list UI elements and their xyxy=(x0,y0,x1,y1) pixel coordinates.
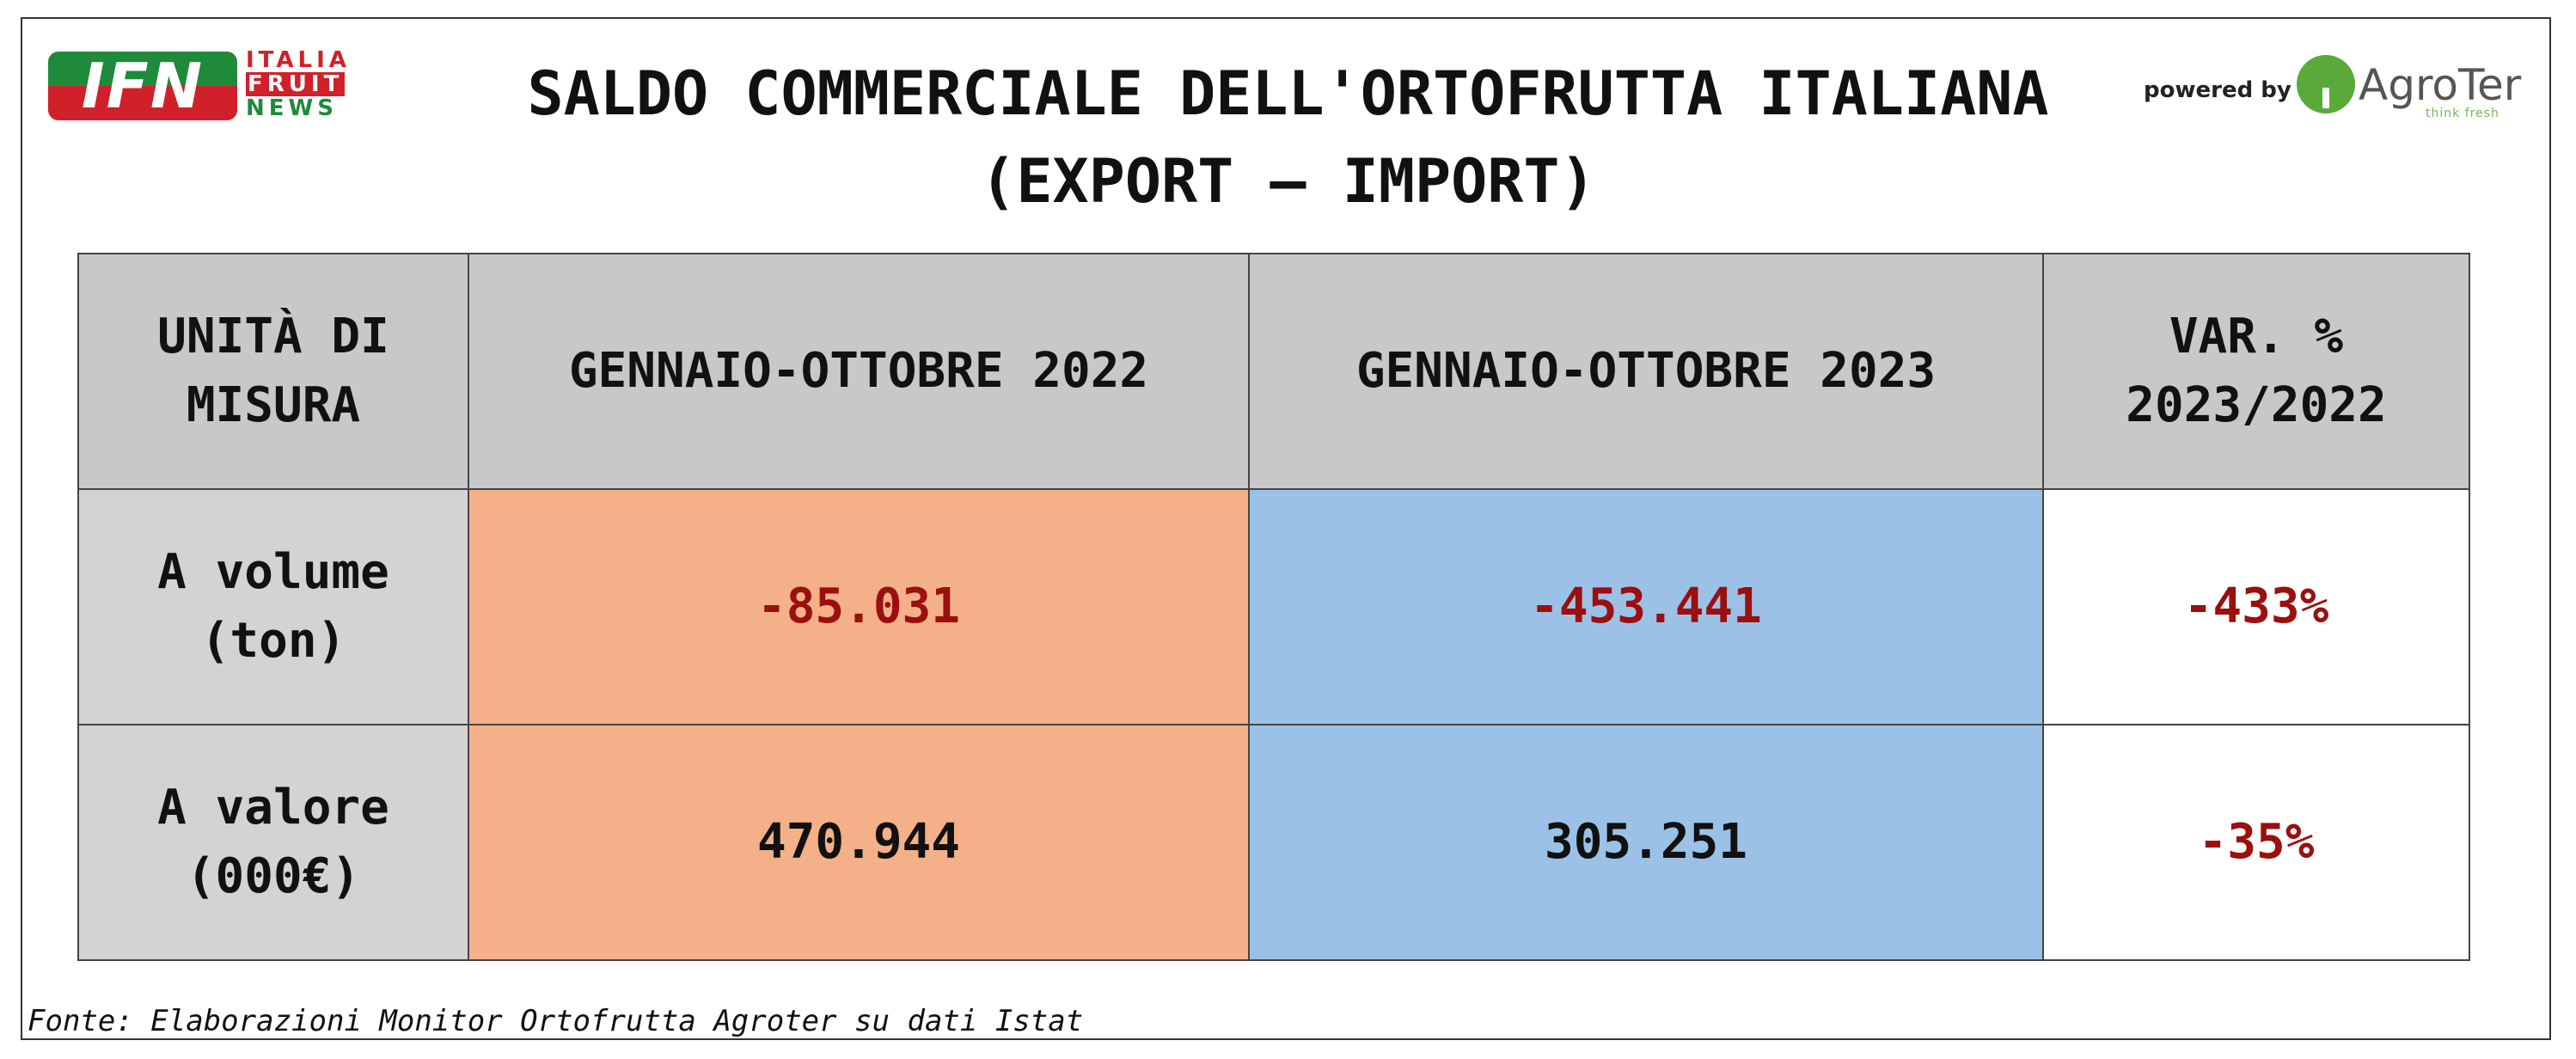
table-row-volume: A volume (ton) -85.031 -453.441 -433% xyxy=(77,488,2470,725)
ifn-logo-badge: IFN xyxy=(48,52,237,120)
agroter-name: AgroTer xyxy=(2359,60,2522,110)
agroter-tagline: think fresh xyxy=(2426,107,2500,120)
ifn-logo-words: ITALIA FRUIT NEWS xyxy=(246,48,366,120)
table-header-row: UNITÀ DI MISURA GENNAIO-OTTOBRE 2022 GEN… xyxy=(77,253,2470,490)
cell-volume-2023: -453.441 xyxy=(1248,488,2044,725)
ifn-word-italia: ITALIA xyxy=(246,47,351,73)
table-row-value: A valore (000€) 470.944 305.251 -35% xyxy=(77,724,2470,961)
ifn-logo: IFN ITALIA FRUIT NEWS xyxy=(48,48,366,125)
header-2023: GENNAIO-OTTOBRE 2023 xyxy=(1248,253,2044,490)
header-unit: UNITÀ DI MISURA xyxy=(77,253,469,490)
cell-value-var: -35% xyxy=(2042,724,2470,961)
cell-volume-2022: -85.031 xyxy=(468,488,1250,725)
trade-balance-table: UNITÀ DI MISURA GENNAIO-OTTOBRE 2022 GEN… xyxy=(77,253,2470,961)
agroter-logo: AgroTer think fresh xyxy=(2297,55,2522,124)
cell-value-2022: 470.944 xyxy=(468,724,1250,961)
row-label-value: A valore (000€) xyxy=(77,724,469,961)
tree-icon xyxy=(2297,55,2355,113)
ifn-word-news: NEWS xyxy=(246,95,338,121)
row-label-volume: A volume (ton) xyxy=(77,488,469,725)
page-title: SALDO COMMERCIALE DELL'ORTOFRUTTA ITALIA… xyxy=(527,58,2049,129)
cell-value-2023: 305.251 xyxy=(1248,724,2044,961)
page-subtitle: (EXPORT – IMPORT) xyxy=(980,146,1596,217)
header-2022: GENNAIO-OTTOBRE 2022 xyxy=(468,253,1250,490)
source-note: Fonte: Elaborazioni Monitor Ortofrutta A… xyxy=(28,1004,1084,1038)
ifn-logo-text: IFN xyxy=(81,52,205,120)
ifn-word-fruit: FRUIT xyxy=(246,71,346,97)
header-variation: VAR. % 2023/2022 xyxy=(2042,253,2470,490)
powered-by-label: powered by xyxy=(2144,77,2291,103)
page-frame xyxy=(21,17,2551,1040)
cell-volume-var: -433% xyxy=(2042,488,2470,725)
